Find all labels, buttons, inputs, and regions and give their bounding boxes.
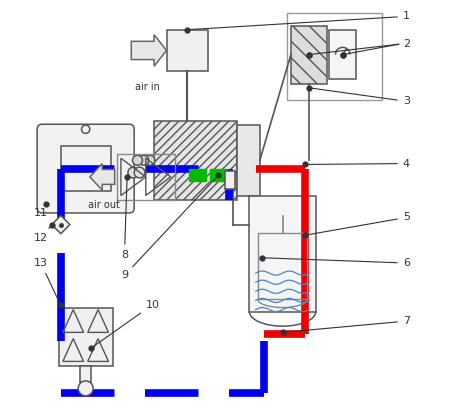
Text: 4: 4: [308, 158, 410, 168]
Circle shape: [128, 167, 139, 178]
Bar: [166, 30, 208, 71]
Text: 3: 3: [311, 88, 410, 106]
Bar: [225, 171, 235, 189]
Text: 1: 1: [190, 11, 410, 30]
Text: 12: 12: [34, 227, 50, 243]
Bar: [258, 233, 308, 299]
Circle shape: [82, 125, 90, 134]
Text: 5: 5: [308, 213, 410, 235]
Text: 10: 10: [93, 300, 160, 347]
Bar: [59, 307, 113, 366]
Text: 7: 7: [285, 316, 410, 332]
Text: 11: 11: [34, 204, 48, 218]
Bar: [329, 30, 356, 79]
Text: 8: 8: [121, 180, 128, 260]
Circle shape: [145, 155, 155, 165]
Bar: [154, 121, 237, 200]
Circle shape: [78, 381, 93, 396]
FancyBboxPatch shape: [37, 124, 134, 213]
Bar: [189, 169, 206, 181]
Polygon shape: [90, 163, 115, 190]
Text: air in: air in: [136, 82, 160, 92]
Text: 6: 6: [264, 258, 410, 268]
Bar: [80, 366, 91, 382]
Bar: [287, 13, 382, 100]
Circle shape: [134, 167, 145, 178]
Bar: [237, 125, 260, 196]
Bar: [210, 169, 227, 181]
Bar: [249, 196, 316, 312]
Text: 2: 2: [403, 39, 410, 49]
Circle shape: [133, 155, 143, 165]
Text: 13: 13: [34, 258, 60, 303]
Text: air out: air out: [88, 200, 120, 210]
Bar: [117, 154, 175, 200]
Polygon shape: [131, 35, 166, 66]
Bar: [61, 146, 110, 191]
Polygon shape: [52, 215, 70, 234]
Circle shape: [139, 155, 149, 165]
Text: 9: 9: [121, 177, 217, 280]
Bar: [291, 25, 328, 84]
